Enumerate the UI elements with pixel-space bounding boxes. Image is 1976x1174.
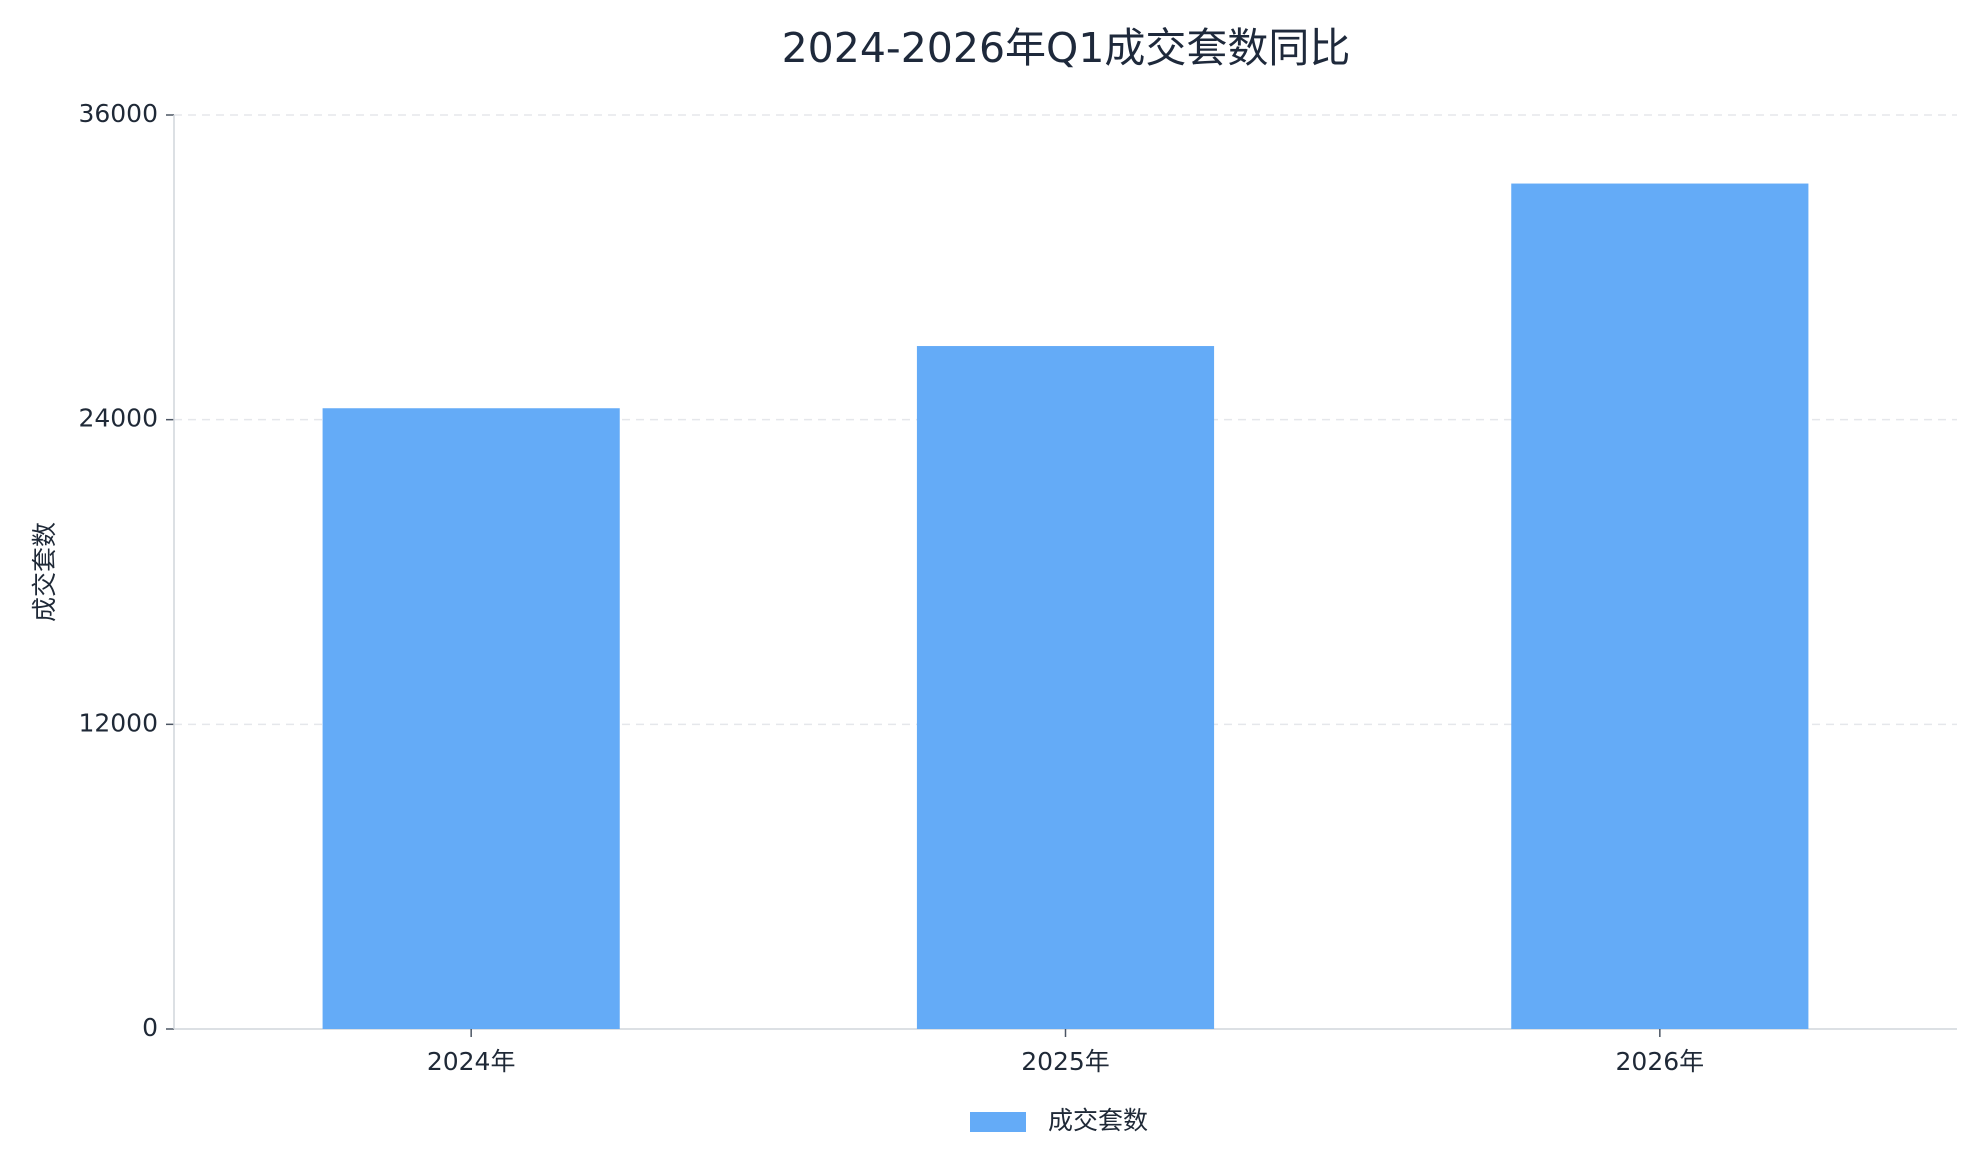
bar xyxy=(1511,183,1809,1030)
x-tick-label: 2024年 xyxy=(427,1047,516,1076)
chart-title: 2024-2026年Q1成交套数同比 xyxy=(782,24,1351,72)
legend-label: 成交套数 xyxy=(1048,1106,1148,1135)
x-tick-label: 2025年 xyxy=(1021,1047,1110,1076)
bar xyxy=(916,346,1215,1029)
y-tick-label: 0 xyxy=(142,1013,158,1042)
y-tick-label: 12000 xyxy=(78,708,158,737)
y-axis-label: 成交套数 xyxy=(30,522,59,622)
x-tick-label: 2026年 xyxy=(1616,1047,1705,1076)
y-tick-label: 36000 xyxy=(78,99,158,128)
bar xyxy=(322,408,620,1029)
legend-swatch xyxy=(970,1112,1026,1132)
y-tick-label: 24000 xyxy=(78,404,158,433)
